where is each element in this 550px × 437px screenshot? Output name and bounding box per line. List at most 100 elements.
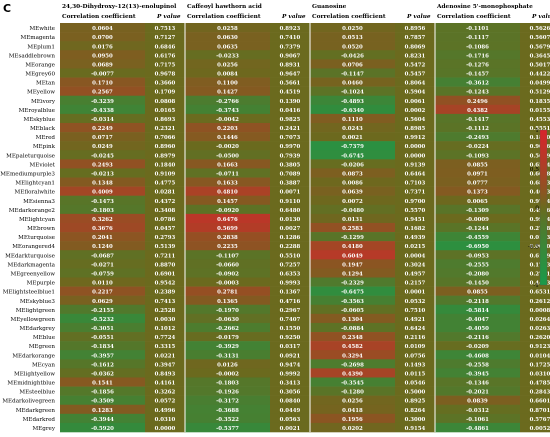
pvalue-value: 0.3660 (155, 81, 176, 87)
pvalue-cell (145, 259, 185, 269)
pvalue-cell (145, 250, 185, 260)
corr-cell (310, 232, 395, 242)
pvalue-cell (145, 23, 185, 33)
pvalue-cell (520, 413, 550, 424)
corr-cell (60, 368, 145, 378)
corr-value: -0.0179 (216, 335, 239, 341)
corr-cell (185, 322, 270, 333)
corr-cell (310, 104, 395, 115)
corr-value: -0.0953 (466, 253, 489, 259)
pvalue-value: 0.7510 (405, 308, 426, 314)
legend-tick-label: 0.5 (530, 167, 540, 173)
corr-cell (60, 32, 145, 42)
row-label: MEsaddlebrown (9, 53, 56, 59)
pvalue-value: 0.8923 (280, 26, 301, 32)
corr-value: -0.2662 (216, 326, 239, 332)
pvalue-value: 0.8231 (405, 53, 426, 59)
corr-value: 0.4390 (342, 371, 363, 377)
corr-column-header: Correlation coefficient (312, 14, 386, 20)
pvalue-cell (145, 222, 185, 233)
pvalue-value: 0.0221 (155, 353, 176, 359)
pvalue-cell (145, 122, 185, 133)
corr-value: 0.0202 (342, 426, 363, 432)
row-label: MEpurple (27, 281, 56, 287)
corr-cell (185, 359, 270, 369)
corr-value: 0.0700 (92, 35, 113, 41)
corr-cell (60, 377, 145, 387)
corr-cell (310, 159, 395, 169)
pvalue-cell (520, 32, 550, 42)
pvalue-value: 0.9066 (530, 144, 550, 150)
pvalue-value: 0.0572 (155, 399, 176, 405)
pvalue-value: 0.0921 (280, 353, 301, 359)
corr-cell (185, 150, 270, 160)
pvalue-cell (270, 350, 310, 360)
corr-cell (310, 68, 395, 78)
compound-header: Caffeoyl hawthorn acid (187, 4, 262, 10)
corr-value: 0.1541 (92, 381, 113, 387)
pvalue-cell (520, 141, 550, 151)
pvalue-cell (520, 322, 550, 333)
corr-value: 0.2217 (92, 290, 113, 296)
corr-value: -0.6475 (341, 290, 364, 296)
row-label: MEpaleturquoise (6, 153, 56, 159)
corr-cell (185, 204, 270, 215)
pvalue-value: 0.1725 (530, 362, 550, 368)
corr-cell (435, 386, 520, 396)
row-label: MEblue (33, 335, 56, 341)
pvalue-value: 0.7857 (405, 35, 426, 41)
corr-value: -0.0312 (466, 408, 489, 414)
pvalue-value: 0.7724 (155, 335, 176, 341)
corr-value: 0.2348 (342, 335, 363, 341)
pvalue-value: 0.2389 (155, 290, 176, 296)
pvalue-value: 0.2528 (155, 308, 176, 314)
corr-value: 0.1365 (217, 299, 238, 305)
pvalue-value: 0.0457 (155, 226, 176, 232)
corr-value: 0.2203 (217, 126, 238, 132)
corr-cell (185, 186, 270, 196)
pvalue-value: 0.9110 (280, 199, 301, 205)
corr-value: -0.3688 (216, 408, 239, 414)
corr-cell (435, 241, 520, 251)
pvalue-value: 0.0416 (280, 108, 301, 114)
pvalue-value: 0.8870 (155, 262, 176, 268)
pvalue-value: 0.4996 (155, 408, 176, 414)
pvalue-value: 0.3262 (155, 390, 176, 396)
corr-cell (185, 113, 270, 124)
pvalue-cell (145, 241, 185, 251)
corr-cell (310, 59, 395, 69)
pvalue-value: 0.0115 (405, 371, 426, 377)
corr-value: 0.0639 (342, 190, 363, 196)
pvalue-cell (270, 413, 310, 424)
pvalue-cell (520, 359, 550, 369)
corr-value: 0.0072 (342, 199, 363, 205)
corr-value: -0.3522 (216, 417, 239, 423)
corr-cell (435, 159, 520, 169)
pvalue-cell (145, 204, 185, 215)
pvalue-value: 0.0030 (155, 317, 176, 323)
corr-value: 0.1283 (92, 408, 113, 414)
row-label: MEskyblue (23, 117, 55, 123)
corr-cell (60, 250, 145, 260)
corr-value: -0.3957 (91, 353, 114, 359)
pvalue-value: 0.0104 (530, 353, 550, 359)
pvalue-value: 0.9678 (155, 72, 176, 78)
corr-cell (435, 168, 520, 178)
row-label: MEdarkgrey (19, 326, 55, 332)
corr-cell (60, 304, 145, 315)
pvalue-cell (395, 59, 435, 69)
pvalue-value: 0.1493 (405, 362, 426, 368)
pvalue-cell (145, 186, 185, 196)
corr-value: -0.1117 (466, 35, 489, 41)
row-label: MEpink (33, 144, 56, 150)
corr-value: -0.5814 (466, 308, 489, 314)
corr-cell (60, 132, 145, 142)
pvalue-value: 0.8960 (155, 144, 176, 150)
corr-value: -0.1612 (91, 362, 114, 368)
row-label: MEmidnightblue (7, 381, 55, 387)
pvalue-value: 0.4716 (280, 299, 301, 305)
pvalue-cell (520, 341, 550, 351)
corr-cell (60, 150, 145, 160)
corr-cell (185, 86, 270, 97)
pvalue-cell (270, 341, 310, 351)
